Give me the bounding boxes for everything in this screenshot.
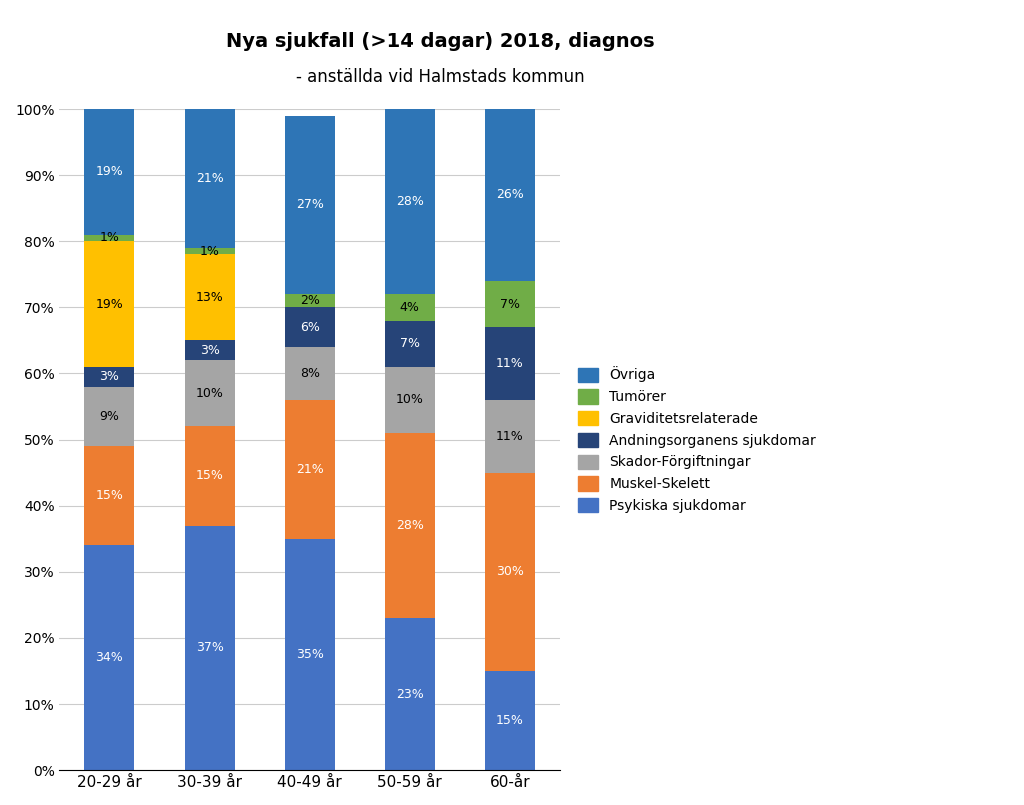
Bar	[485, 400, 535, 473]
Text: 11%: 11%	[496, 357, 524, 370]
Bar	[485, 327, 535, 400]
Bar	[485, 109, 535, 281]
Text: 8%: 8%	[300, 367, 319, 380]
Text: 7%: 7%	[500, 298, 520, 311]
Bar	[184, 361, 234, 427]
Bar	[184, 109, 234, 248]
Bar	[184, 248, 234, 254]
Bar	[485, 671, 535, 770]
Bar	[385, 109, 435, 294]
Text: 3%: 3%	[200, 344, 219, 357]
Text: 2%: 2%	[300, 295, 319, 308]
Text: 15%: 15%	[95, 489, 123, 502]
Text: 10%: 10%	[196, 387, 223, 400]
Bar	[485, 473, 535, 671]
Bar	[184, 427, 234, 526]
Bar	[385, 433, 435, 618]
Text: 19%: 19%	[95, 298, 123, 311]
Bar	[485, 281, 535, 327]
Bar	[84, 545, 134, 770]
Text: 27%: 27%	[296, 198, 324, 212]
Text: 11%: 11%	[496, 430, 524, 443]
Text: 3%: 3%	[99, 370, 120, 383]
Text: 26%: 26%	[496, 188, 524, 201]
Bar	[385, 294, 435, 320]
Text: 15%: 15%	[496, 714, 524, 727]
Text: Nya sjukfall (>14 dagar) 2018, diagnos: Nya sjukfall (>14 dagar) 2018, diagnos	[226, 32, 654, 52]
Bar	[285, 400, 335, 539]
Bar	[285, 308, 335, 347]
Text: 19%: 19%	[95, 165, 123, 179]
Text: 30%: 30%	[496, 565, 524, 578]
Text: 35%: 35%	[296, 648, 324, 661]
Bar	[385, 618, 435, 770]
Bar	[285, 347, 335, 400]
Text: 9%: 9%	[99, 410, 120, 423]
Bar	[84, 367, 134, 386]
Text: 1%: 1%	[200, 245, 219, 258]
Text: 34%: 34%	[95, 651, 123, 664]
Bar	[84, 446, 134, 545]
Bar	[84, 109, 134, 234]
Bar	[285, 539, 335, 770]
Text: 4%: 4%	[399, 301, 420, 314]
Text: 21%: 21%	[296, 463, 324, 476]
Text: 21%: 21%	[196, 172, 223, 185]
Bar	[84, 242, 134, 367]
Text: 37%: 37%	[196, 642, 223, 654]
Bar	[84, 234, 134, 242]
Text: 23%: 23%	[396, 687, 424, 700]
Bar	[84, 386, 134, 446]
Text: 28%: 28%	[396, 195, 424, 208]
Text: 7%: 7%	[399, 337, 420, 350]
Text: 6%: 6%	[300, 320, 319, 334]
Bar	[385, 320, 435, 367]
Text: 15%: 15%	[196, 469, 223, 482]
Text: 13%: 13%	[196, 291, 223, 304]
Bar	[285, 294, 335, 308]
Text: 28%: 28%	[396, 519, 424, 532]
Text: 1%: 1%	[99, 232, 120, 245]
Bar	[184, 526, 234, 770]
Legend: Övriga, Tumörer, Graviditetsrelaterade, Andningsorganens sjukdomar, Skador-Förgi: Övriga, Tumörer, Graviditetsrelaterade, …	[572, 361, 821, 518]
Bar	[184, 341, 234, 361]
Text: - anställda vid Halmstads kommun: - anställda vid Halmstads kommun	[296, 68, 585, 86]
Bar	[385, 367, 435, 433]
Bar	[285, 116, 335, 294]
Text: 10%: 10%	[396, 394, 424, 407]
Bar	[184, 254, 234, 341]
